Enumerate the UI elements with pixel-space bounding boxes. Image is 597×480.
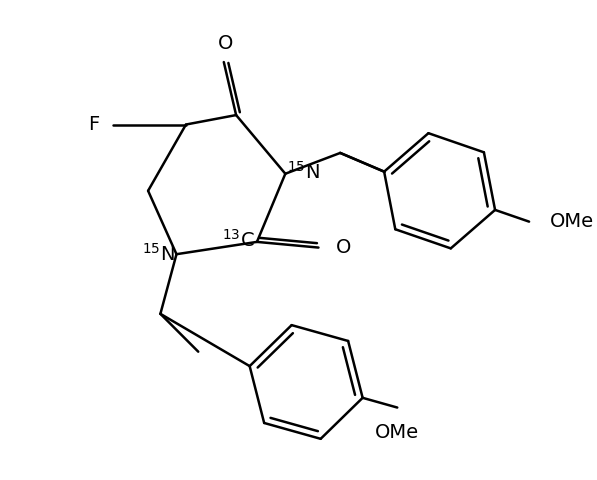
Text: O: O [336, 238, 351, 257]
Text: F: F [88, 115, 100, 134]
Text: O: O [218, 34, 233, 53]
Text: $^{13}$C: $^{13}$C [222, 229, 255, 251]
Text: OMe: OMe [375, 423, 419, 442]
Text: $^{15}$N: $^{15}$N [142, 243, 174, 265]
Text: OMe: OMe [550, 212, 594, 231]
Text: $^{15}$N: $^{15}$N [287, 161, 320, 183]
